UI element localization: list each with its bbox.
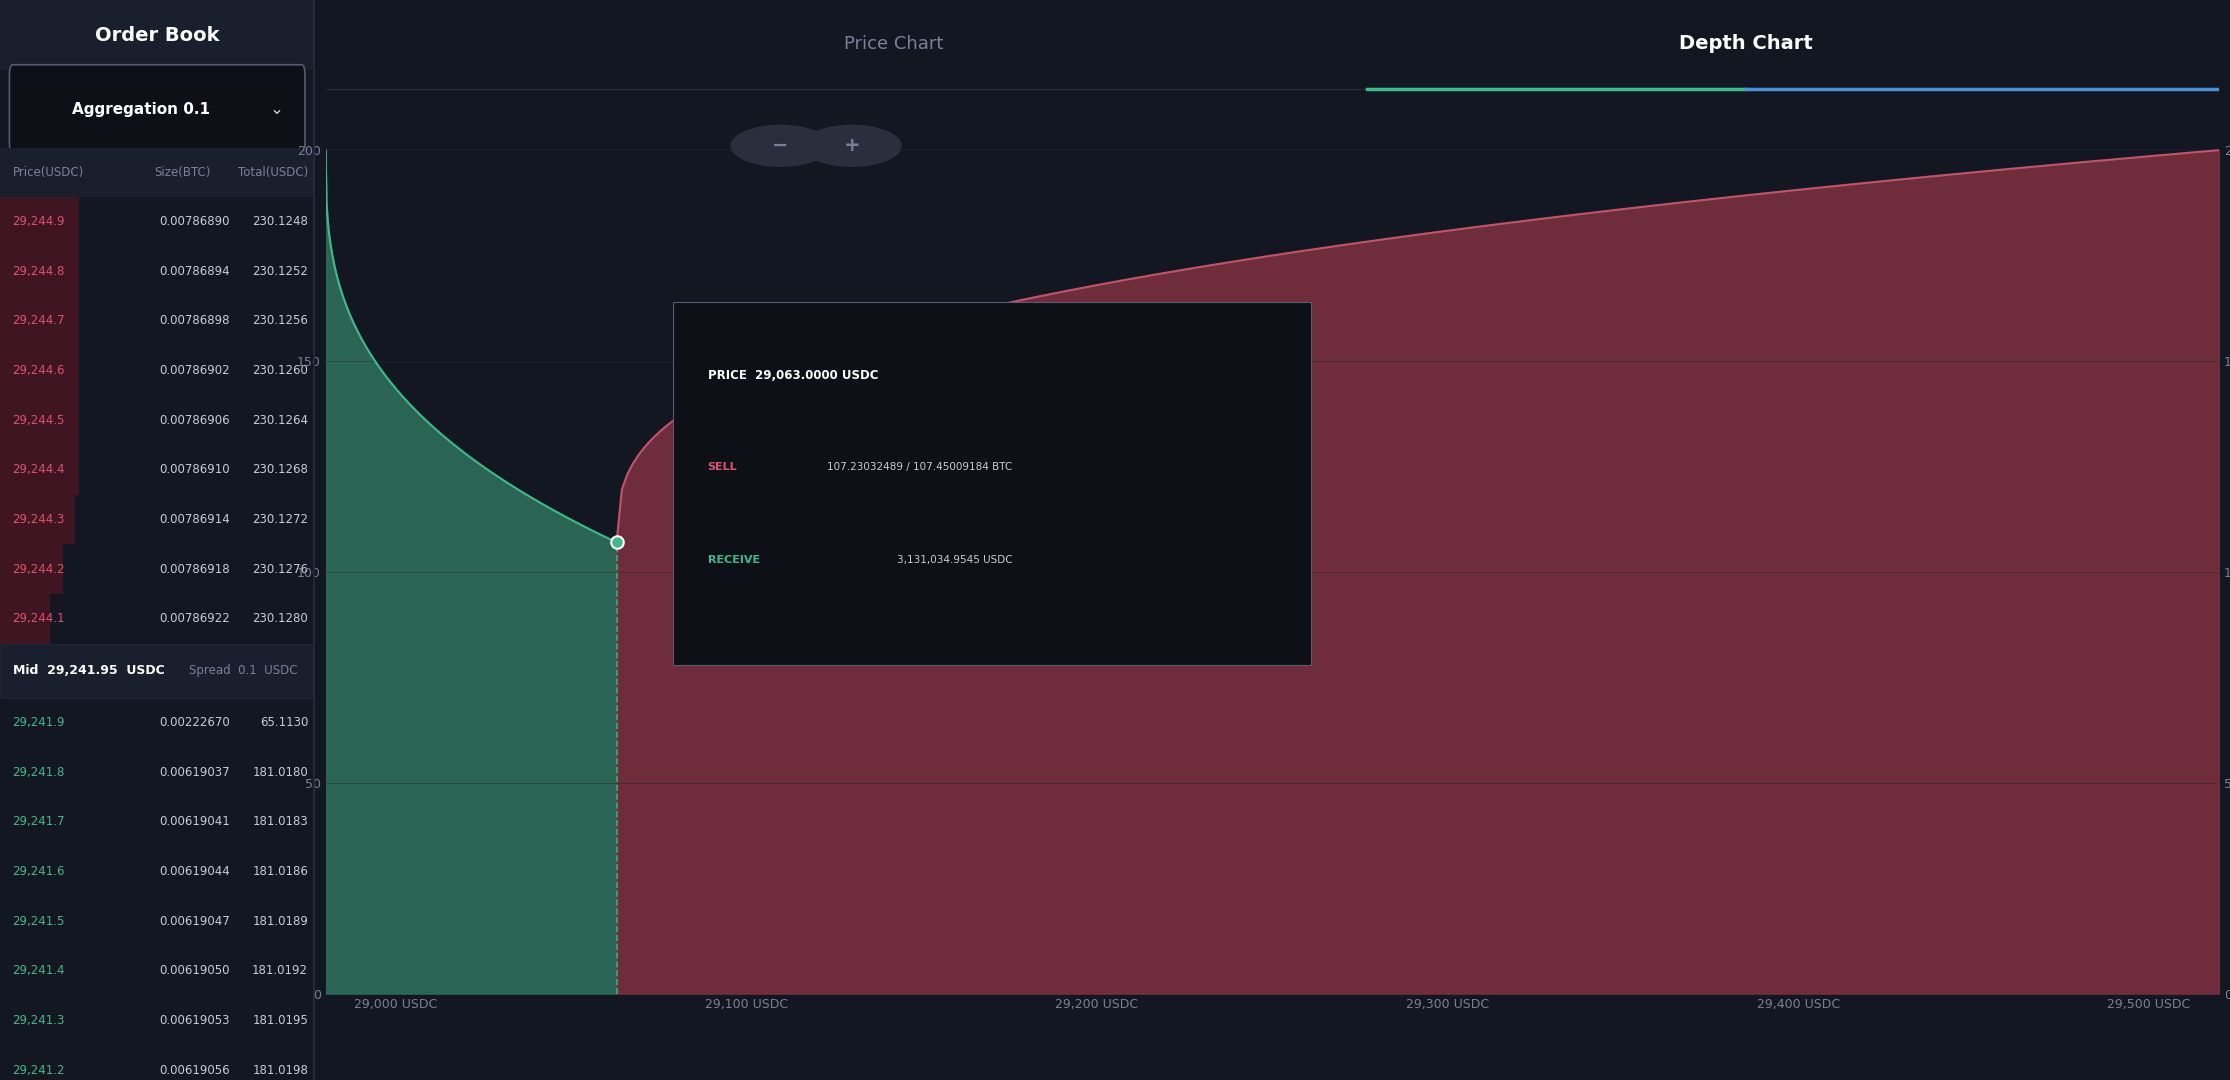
Text: Price(USDC): Price(USDC) bbox=[13, 165, 85, 179]
Text: 181.0183: 181.0183 bbox=[252, 815, 308, 828]
Text: 0.00619053: 0.00619053 bbox=[161, 1014, 230, 1027]
Text: 29,244.1: 29,244.1 bbox=[13, 612, 65, 625]
Text: 230.1248: 230.1248 bbox=[252, 215, 308, 228]
Text: 29,244.6: 29,244.6 bbox=[13, 364, 65, 377]
Text: 0.00619050: 0.00619050 bbox=[161, 964, 230, 977]
Text: 230.1260: 230.1260 bbox=[252, 364, 308, 377]
Text: 0.00786890: 0.00786890 bbox=[161, 215, 230, 228]
Text: 29,241.9: 29,241.9 bbox=[13, 716, 65, 729]
Text: 230.1280: 230.1280 bbox=[252, 612, 308, 625]
FancyBboxPatch shape bbox=[0, 296, 78, 346]
FancyBboxPatch shape bbox=[0, 346, 78, 395]
Text: 0.00222670: 0.00222670 bbox=[161, 716, 230, 729]
Text: 29,244.4: 29,244.4 bbox=[13, 463, 65, 476]
Text: 181.0186: 181.0186 bbox=[252, 865, 308, 878]
FancyBboxPatch shape bbox=[673, 302, 1311, 664]
Text: 29,244.5: 29,244.5 bbox=[13, 414, 65, 427]
FancyBboxPatch shape bbox=[0, 445, 78, 495]
Text: 0.00786898: 0.00786898 bbox=[161, 314, 230, 327]
Text: 0.00619056: 0.00619056 bbox=[161, 1064, 230, 1077]
Text: +: + bbox=[843, 136, 861, 156]
Text: 181.0180: 181.0180 bbox=[252, 766, 308, 779]
Text: 230.1264: 230.1264 bbox=[252, 414, 308, 427]
Text: Depth Chart: Depth Chart bbox=[1679, 35, 1813, 53]
FancyBboxPatch shape bbox=[0, 544, 62, 594]
Text: 230.1252: 230.1252 bbox=[252, 265, 308, 278]
Text: 65.1130: 65.1130 bbox=[259, 716, 308, 729]
Text: 0.00619041: 0.00619041 bbox=[161, 815, 230, 828]
Text: 3,131,034.9545 USDC: 3,131,034.9545 USDC bbox=[896, 555, 1012, 565]
Text: 0.00619047: 0.00619047 bbox=[161, 915, 230, 928]
Text: 29,244.3: 29,244.3 bbox=[13, 513, 65, 526]
FancyBboxPatch shape bbox=[0, 644, 314, 698]
FancyBboxPatch shape bbox=[0, 495, 76, 544]
Text: 0.00786914: 0.00786914 bbox=[161, 513, 230, 526]
FancyBboxPatch shape bbox=[0, 148, 314, 197]
Text: Mid  29,241.95  USDC: Mid 29,241.95 USDC bbox=[13, 664, 165, 677]
Text: 230.1256: 230.1256 bbox=[252, 314, 308, 327]
Circle shape bbox=[803, 124, 901, 167]
Text: 29,244.7: 29,244.7 bbox=[13, 314, 65, 327]
Text: 29,241.2: 29,241.2 bbox=[13, 1064, 65, 1077]
Text: 29,244.8: 29,244.8 bbox=[13, 265, 65, 278]
Circle shape bbox=[731, 124, 830, 167]
Text: 29,241.5: 29,241.5 bbox=[13, 915, 65, 928]
Text: 230.1272: 230.1272 bbox=[252, 513, 308, 526]
Text: 181.0195: 181.0195 bbox=[252, 1014, 308, 1027]
Text: Aggregation 0.1: Aggregation 0.1 bbox=[74, 102, 210, 117]
Text: Size(BTC): Size(BTC) bbox=[154, 165, 210, 179]
Text: RECEIVE: RECEIVE bbox=[707, 555, 760, 565]
Text: Total(USDC): Total(USDC) bbox=[239, 165, 308, 179]
Text: 29,244.9: 29,244.9 bbox=[13, 215, 65, 228]
Text: 230.1276: 230.1276 bbox=[252, 563, 308, 576]
FancyBboxPatch shape bbox=[0, 246, 78, 296]
Text: 29,241.7: 29,241.7 bbox=[13, 815, 65, 828]
FancyBboxPatch shape bbox=[0, 395, 78, 445]
Text: 181.0192: 181.0192 bbox=[252, 964, 308, 977]
Text: Spread  0.1  USDC: Spread 0.1 USDC bbox=[190, 664, 297, 677]
Text: 0.00786910: 0.00786910 bbox=[161, 463, 230, 476]
FancyBboxPatch shape bbox=[0, 594, 51, 644]
Text: 181.0198: 181.0198 bbox=[252, 1064, 308, 1077]
Text: Price Chart: Price Chart bbox=[843, 35, 943, 53]
FancyBboxPatch shape bbox=[0, 0, 314, 70]
Text: 29,241.6: 29,241.6 bbox=[13, 865, 65, 878]
Text: PRICE  29,063.0000 USDC: PRICE 29,063.0000 USDC bbox=[707, 369, 879, 382]
Text: 29,241.4: 29,241.4 bbox=[13, 964, 65, 977]
Text: Order Book: Order Book bbox=[96, 26, 219, 44]
Text: 0.00619037: 0.00619037 bbox=[161, 766, 230, 779]
Text: 29,241.3: 29,241.3 bbox=[13, 1014, 65, 1027]
Text: SELL: SELL bbox=[707, 462, 738, 472]
Text: 0.00786918: 0.00786918 bbox=[161, 563, 230, 576]
Text: 29,244.2: 29,244.2 bbox=[13, 563, 65, 576]
Text: 0.00786906: 0.00786906 bbox=[161, 414, 230, 427]
Text: 107.23032489 / 107.45009184 BTC: 107.23032489 / 107.45009184 BTC bbox=[827, 462, 1012, 472]
Text: 230.1268: 230.1268 bbox=[252, 463, 308, 476]
Text: −: − bbox=[772, 136, 789, 156]
Text: 0.00619044: 0.00619044 bbox=[161, 865, 230, 878]
Text: 29,241.8: 29,241.8 bbox=[13, 766, 65, 779]
Text: 181.0189: 181.0189 bbox=[252, 915, 308, 928]
Text: 0.00786894: 0.00786894 bbox=[161, 265, 230, 278]
FancyBboxPatch shape bbox=[9, 65, 306, 153]
Text: ⌄: ⌄ bbox=[270, 100, 283, 118]
Text: 0.00786922: 0.00786922 bbox=[161, 612, 230, 625]
Text: 0.00786902: 0.00786902 bbox=[161, 364, 230, 377]
FancyBboxPatch shape bbox=[0, 197, 78, 246]
